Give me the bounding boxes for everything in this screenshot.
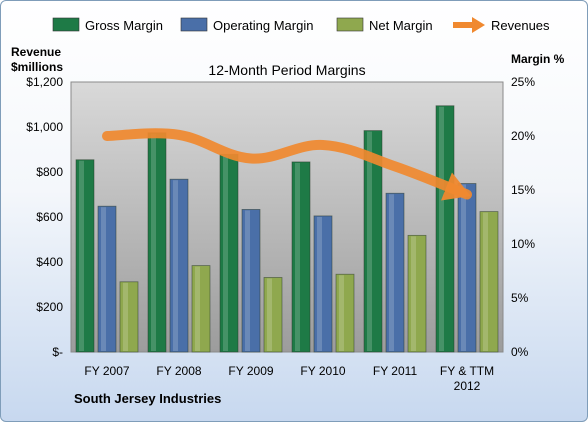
bar-series bbox=[75, 105, 499, 353]
net-margin-bar-highlight bbox=[339, 275, 344, 351]
revenue-arrow-head bbox=[441, 172, 471, 201]
net-margin-bar bbox=[191, 265, 211, 353]
net-margin-bar bbox=[263, 277, 283, 353]
legend-net-margin-swatch bbox=[336, 17, 364, 32]
operating-margin-bar bbox=[385, 192, 405, 353]
legend-label: Operating Margin bbox=[213, 18, 313, 33]
right-tick-label: 15% bbox=[511, 183, 535, 197]
category-axis: FY 2007 FY 2008 FY 2009 FY 2010 FY 2011 FY & … bbox=[84, 364, 494, 393]
net-margin-bar bbox=[335, 273, 355, 353]
gross-margin-bar-highlight bbox=[223, 155, 228, 351]
legend-operating-margin-swatch bbox=[180, 17, 208, 32]
gross-margin-bar bbox=[147, 132, 167, 353]
net-margin-bar-highlight bbox=[195, 266, 200, 351]
legend-revenues-arrow bbox=[472, 17, 485, 33]
legend-gross-margin-swatch bbox=[52, 17, 80, 32]
operating-margin-bar-highlight bbox=[173, 180, 178, 351]
left-tick-label: $- bbox=[52, 345, 63, 359]
chart-title: 12-Month Period Margins bbox=[208, 62, 365, 78]
category-label: 2012 bbox=[454, 379, 481, 393]
operating-margin-bar bbox=[97, 205, 117, 353]
right-tick-label: 0% bbox=[511, 345, 529, 359]
category-label: FY 2008 bbox=[156, 364, 201, 378]
operating-margin-bar bbox=[169, 178, 189, 353]
left-tick-label: $200 bbox=[36, 300, 63, 314]
gross-margin-bar bbox=[219, 153, 239, 353]
left-tick-label: $1,200 bbox=[26, 75, 63, 89]
gross-margin-bar-highlight bbox=[295, 162, 300, 351]
right-axis: 0% 5% 10% 15% 20% 25% bbox=[511, 75, 535, 359]
right-axis-title: Margin % bbox=[511, 52, 565, 66]
legend: Gross Margin Operating Margin Net Margin Re… bbox=[52, 17, 550, 33]
left-axis-title-line2: $millions bbox=[11, 60, 63, 74]
net-margin-bar-highlight bbox=[483, 212, 488, 351]
left-axis: $- $200 $400 $600 $800 $1,000 $1,200 bbox=[26, 75, 63, 359]
category-label: FY 2007 bbox=[84, 364, 129, 378]
right-tick-label: 5% bbox=[511, 291, 529, 305]
operating-margin-bar-highlight bbox=[461, 184, 466, 351]
net-margin-bar bbox=[407, 234, 427, 353]
operating-margin-bar-highlight bbox=[101, 207, 106, 351]
right-tick-label: 25% bbox=[511, 75, 535, 89]
gross-margin-bar bbox=[75, 159, 95, 353]
net-margin-bar bbox=[119, 281, 139, 353]
left-tick-label: $1,000 bbox=[26, 120, 63, 134]
revenue-series bbox=[102, 128, 472, 201]
net-margin-bar-highlight bbox=[123, 282, 128, 351]
revenue-line bbox=[102, 128, 472, 200]
operating-margin-bar-highlight bbox=[317, 216, 322, 351]
legend-label: Revenues bbox=[491, 18, 550, 33]
net-margin-bar-highlight bbox=[267, 278, 272, 351]
category-label: FY 2009 bbox=[228, 364, 273, 378]
right-tick-label: 10% bbox=[511, 237, 535, 251]
gross-margin-bar-highlight bbox=[439, 106, 444, 351]
category-label: FY 2010 bbox=[300, 364, 345, 378]
company-name: South Jersey Industries bbox=[74, 391, 221, 406]
gross-margin-bar-highlight bbox=[79, 160, 84, 351]
plot-area bbox=[70, 81, 504, 353]
left-tick-label: $600 bbox=[36, 210, 63, 224]
net-margin-bar-highlight bbox=[411, 236, 416, 351]
legend-label: Gross Margin bbox=[85, 18, 163, 33]
left-tick-label: $800 bbox=[36, 165, 63, 179]
operating-margin-bar bbox=[313, 215, 333, 353]
gross-margin-bar-highlight bbox=[367, 131, 372, 351]
right-tick-label: 20% bbox=[511, 129, 535, 143]
operating-margin-bar bbox=[457, 183, 477, 353]
legend-label: Net Margin bbox=[369, 18, 433, 33]
gross-margin-bar bbox=[291, 161, 311, 353]
left-axis-title-line1: Revenue bbox=[11, 45, 61, 59]
gross-margin-bar bbox=[363, 130, 383, 353]
gross-margin-bar bbox=[435, 105, 455, 353]
operating-margin-bar bbox=[241, 209, 261, 353]
left-tick-label: $400 bbox=[36, 255, 63, 269]
operating-margin-bar-highlight bbox=[245, 210, 250, 351]
category-label: FY & TTM bbox=[440, 364, 494, 378]
gross-margin-bar-highlight bbox=[151, 133, 156, 351]
category-label: FY 2011 bbox=[373, 364, 418, 378]
operating-margin-bar-highlight bbox=[389, 194, 394, 351]
net-margin-bar bbox=[479, 211, 499, 353]
